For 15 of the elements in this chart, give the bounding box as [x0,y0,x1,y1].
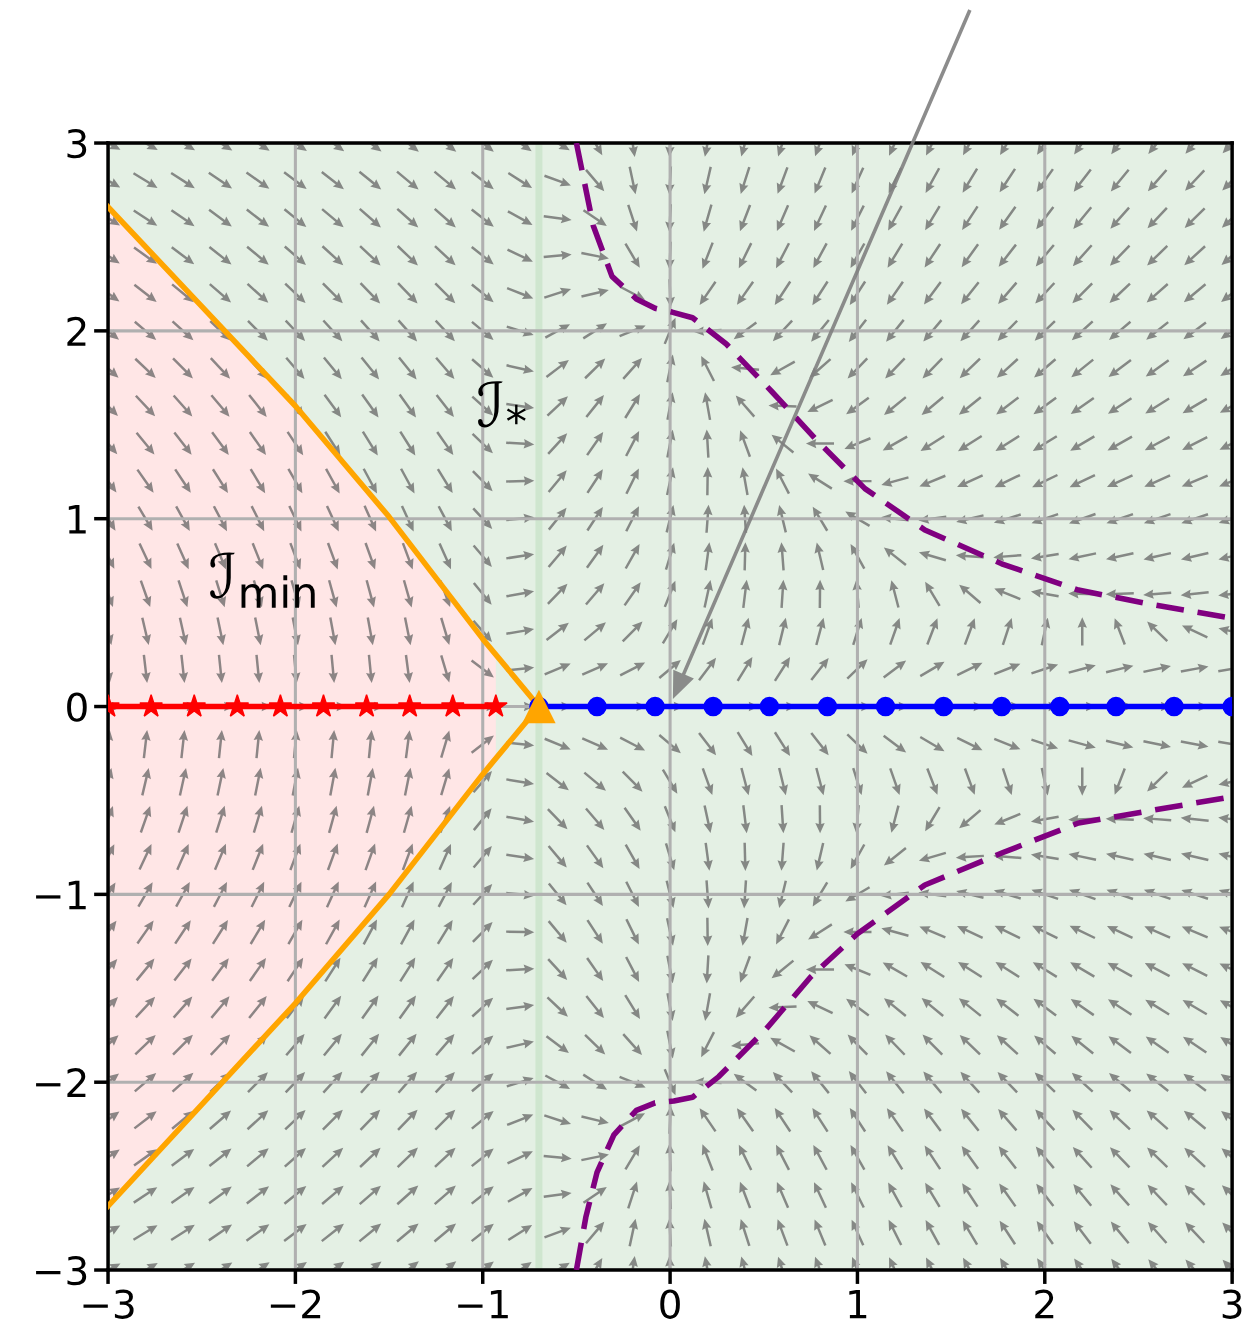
x-tick-label: 0 [660,1289,680,1319]
x-tick-label: −1 [458,1289,508,1319]
y-tick-label: −1 [36,880,86,910]
y-tick-label: 3 [67,128,87,159]
x-tick-label: −2 [270,1289,321,1319]
y-tick-label: 1 [68,505,86,534]
y-tick-label: 0 [67,692,87,722]
y-tick-label: 2 [67,316,86,346]
y-tick-label: −2 [36,1068,86,1097]
x-tick-label: 1 [849,1289,867,1319]
annotation: ℐ$_{min}$ [210,552,315,608]
x-tick-label: 3 [1222,1289,1242,1319]
annotation: ℐ$_{*}$ [478,381,526,428]
x-tick-label: 2 [1035,1289,1054,1319]
y-tick-label: −3 [36,1255,87,1286]
